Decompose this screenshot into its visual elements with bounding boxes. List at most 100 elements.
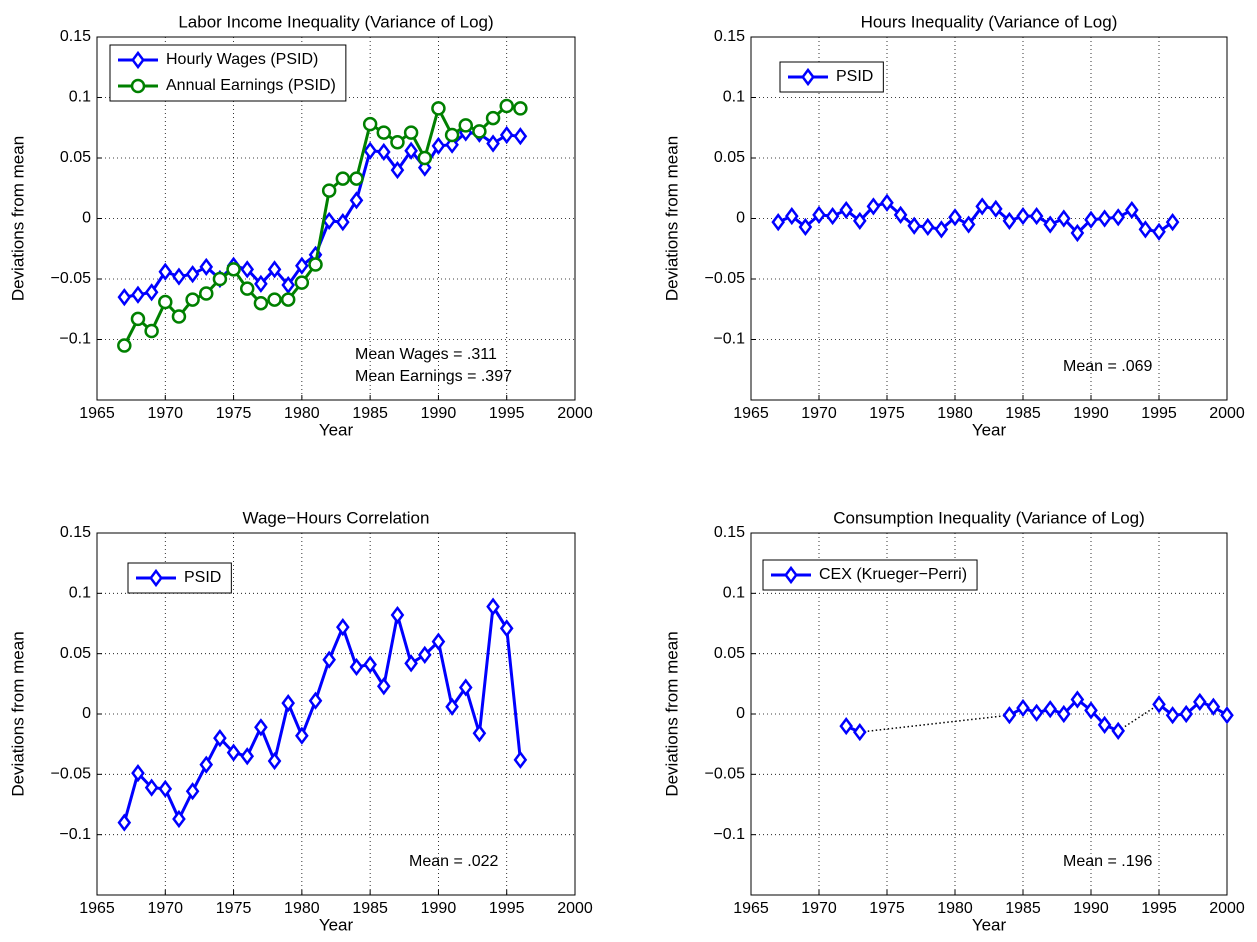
x-tick-label: 1965 <box>79 405 115 422</box>
data-point <box>117 338 132 353</box>
data-point <box>1138 220 1153 239</box>
data-point <box>212 271 228 287</box>
data-point <box>839 716 854 736</box>
data-point <box>893 205 908 224</box>
x-tick-label: 1990 <box>1073 405 1109 422</box>
data-point <box>812 205 826 224</box>
data-point <box>458 678 473 697</box>
data-point <box>254 274 268 293</box>
data-point <box>839 200 854 220</box>
data-point <box>852 723 867 742</box>
x-tick-label: 1975 <box>216 405 252 422</box>
axes-frame <box>96 532 576 896</box>
data-point <box>1056 704 1071 724</box>
data-point <box>499 125 514 145</box>
data-point <box>1192 692 1207 712</box>
y-tick-label: 0.05 <box>714 645 745 662</box>
data-point <box>199 286 214 301</box>
legend-marker <box>131 50 145 70</box>
data-point <box>267 260 282 279</box>
data-point <box>1111 208 1126 227</box>
y-tick-label: 0 <box>82 705 91 722</box>
gap-connector <box>1117 703 1160 732</box>
data-point <box>934 220 949 239</box>
data-point <box>513 750 528 769</box>
data-point <box>335 171 351 186</box>
data-point <box>1084 210 1098 229</box>
data-point <box>349 191 364 210</box>
y-tick-label: 0.15 <box>714 524 745 541</box>
data-point <box>404 654 418 673</box>
data-point <box>308 257 323 272</box>
gap-connector <box>859 714 1010 733</box>
data-point <box>431 632 446 651</box>
data-point <box>1043 215 1058 234</box>
data-point <box>294 275 310 290</box>
data-point <box>1152 695 1166 714</box>
data-point <box>1165 706 1180 725</box>
x-tick-label: 1990 <box>1073 900 1109 917</box>
data-point <box>1016 206 1030 226</box>
data-point <box>295 256 309 275</box>
data-point <box>172 267 186 286</box>
annotation: Mean = .022 <box>409 853 499 870</box>
y-tick-label: 0.1 <box>723 585 745 602</box>
data-point <box>240 260 255 279</box>
data-point <box>185 292 200 307</box>
data-point <box>281 694 296 713</box>
data-point <box>117 813 132 832</box>
data-point <box>513 101 528 116</box>
legend-marker <box>130 78 146 94</box>
data-point <box>185 782 200 801</box>
x-tick-label: 2000 <box>557 405 593 422</box>
x-tick-label: 1975 <box>869 405 905 422</box>
annotation: Mean Wages = .311 <box>355 346 497 363</box>
data-point <box>158 294 173 310</box>
x-tick-label: 1985 <box>1005 405 1041 422</box>
x-tick-label: 1990 <box>421 405 457 422</box>
x-tick-label: 1970 <box>801 900 837 917</box>
data-point <box>240 747 255 766</box>
y-tick-label: −0.1 <box>713 331 745 348</box>
data-point <box>349 657 364 677</box>
data-point <box>920 217 935 237</box>
data-point <box>458 118 473 133</box>
x-tick-label: 1990 <box>421 900 457 917</box>
y-tick-label: −0.05 <box>705 766 746 783</box>
x-tick-label: 1980 <box>937 900 973 917</box>
x-tick-label: 1995 <box>489 900 525 917</box>
data-point <box>199 257 214 276</box>
data-point <box>403 125 419 140</box>
y-tick-label: 0.05 <box>60 149 91 166</box>
data-point <box>948 208 962 227</box>
x-tick-label: 1985 <box>1005 900 1041 917</box>
data-point <box>431 101 446 116</box>
x-tick-label: 1970 <box>801 405 837 422</box>
annotation: Mean = .069 <box>1063 358 1153 375</box>
data-point <box>199 755 214 774</box>
data-point <box>254 718 268 737</box>
data-point <box>336 213 350 232</box>
data-point <box>226 262 241 277</box>
data-point <box>363 141 377 160</box>
data-point <box>280 292 296 307</box>
x-tick-label: 1965 <box>733 405 769 422</box>
data-point <box>866 197 881 216</box>
data-point <box>390 161 405 180</box>
data-point <box>988 199 1003 218</box>
y-tick-label: −0.05 <box>705 270 746 287</box>
y-tick-label: 0 <box>82 210 91 227</box>
axes-frame <box>96 36 576 401</box>
y-tick-label: −0.1 <box>59 331 91 348</box>
data-point <box>281 275 296 295</box>
data-point <box>1124 200 1139 220</box>
y-tick-label: −0.05 <box>51 270 92 287</box>
legend-marker <box>149 568 163 588</box>
y-axis-label: Deviations from mean <box>662 631 681 796</box>
data-point <box>499 98 514 114</box>
data-point <box>322 211 336 231</box>
legend-label: PSID <box>836 68 873 85</box>
y-tick-label: 0.1 <box>723 89 745 106</box>
data-point <box>131 285 145 304</box>
